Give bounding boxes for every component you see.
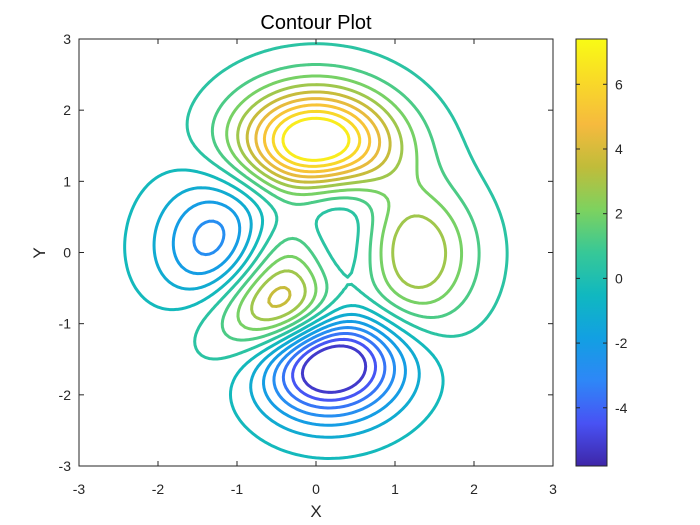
plot-background	[79, 39, 553, 466]
y-tick-label: 2	[63, 102, 71, 118]
colorbar-box	[575, 38, 608, 467]
contour-level-3	[192, 219, 397, 418]
colorbar-tick-label: 0	[615, 270, 623, 286]
contour-level-7	[185, 42, 509, 361]
contour-level-13	[262, 103, 372, 174]
x-tick-label: 2	[470, 481, 478, 497]
contour-level-11	[245, 90, 392, 308]
x-tick-label: 3	[549, 481, 557, 497]
colorbar-tick-label: 6	[615, 76, 623, 92]
contour-level-14	[271, 109, 362, 168]
contour-level-0	[300, 344, 368, 394]
contour-level-2	[281, 331, 387, 410]
plot-area: -3 -2 -1 0 1 2 3 -3 -2 -1 0 1 2 3	[59, 31, 558, 497]
colorbar-tick-label: -2	[615, 335, 628, 351]
contour-level-12	[254, 97, 382, 179]
contour-level-6	[123, 168, 445, 460]
x-axis-label: X	[310, 502, 321, 521]
axis-ticks: -3 -2 -1 0 1 2 3 -3 -2 -1 0 1 2 3	[59, 31, 558, 497]
contour-level-10	[236, 83, 448, 322]
x-tick-label: -2	[152, 481, 165, 497]
contour-level-9	[225, 74, 464, 331]
contour-level-4	[171, 200, 407, 427]
colorbar-tick-label: 4	[615, 141, 623, 157]
contour-level-15	[281, 116, 351, 162]
contour-level-8	[210, 62, 481, 342]
colorbar-tick-label: -4	[615, 400, 628, 416]
x-tick-label: 1	[391, 481, 399, 497]
y-tick-label: -1	[59, 316, 72, 332]
y-tick-label: -2	[59, 387, 72, 403]
colorbar-tick-label: 2	[615, 206, 623, 222]
y-tick-label: 3	[63, 31, 71, 47]
chart-title: Contour Plot	[260, 12, 372, 34]
contour-level-1	[291, 337, 378, 402]
contour-lines	[123, 42, 509, 460]
colorbar-gradient	[576, 39, 607, 466]
contour-level-5	[152, 186, 421, 439]
x-tick-label: 0	[312, 481, 320, 497]
y-tick-label: -3	[59, 458, 72, 474]
y-tick-label: 0	[63, 245, 71, 261]
y-axis-label: Y	[30, 247, 49, 258]
x-tick-label: -3	[73, 481, 86, 497]
colorbar: -4 -2 0 2 4 6	[575, 38, 628, 467]
x-tick-label: -1	[231, 481, 244, 497]
colorbar-ticks: -4 -2 0 2 4 6	[576, 76, 628, 416]
y-tick-label: 1	[63, 173, 71, 189]
